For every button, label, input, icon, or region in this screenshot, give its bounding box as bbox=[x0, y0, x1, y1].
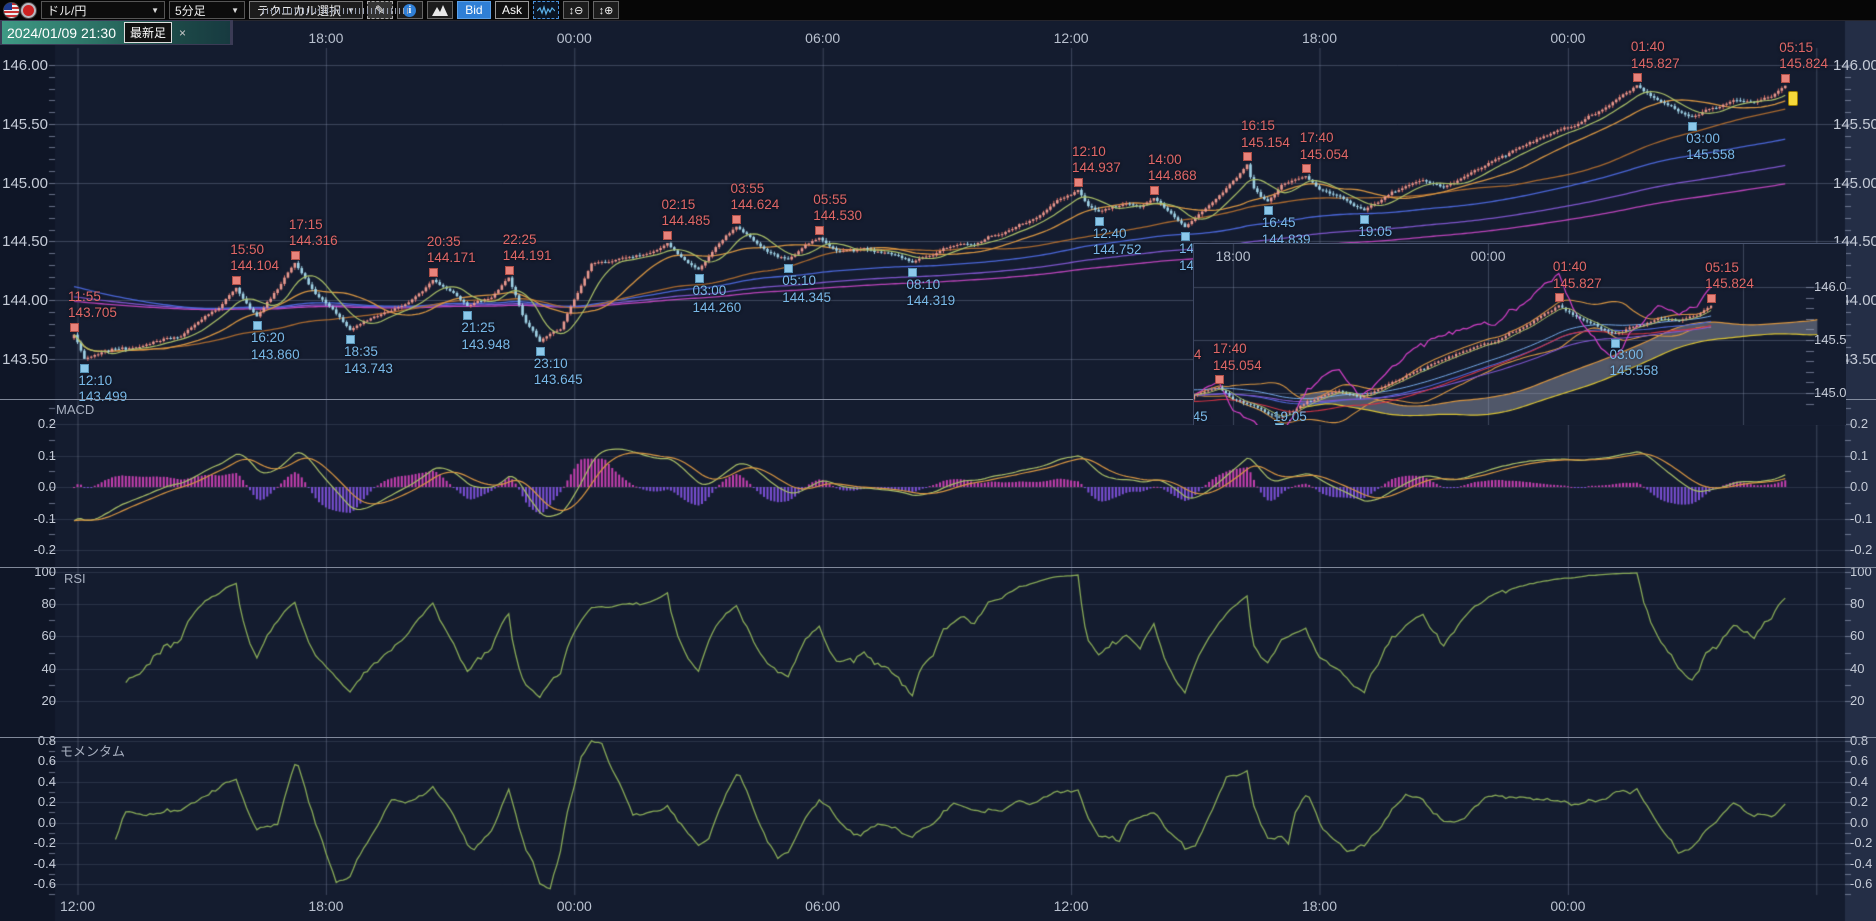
zoom-out-button[interactable]: ↕⊖ bbox=[562, 1, 589, 19]
tab-bar: 2024/01/09 21:30 最新足 × bbox=[0, 20, 233, 45]
mountain-icon bbox=[431, 4, 448, 16]
panel-separator bbox=[0, 567, 1876, 568]
currency-pair-label: ドル/円 bbox=[47, 3, 87, 18]
chart-scrollbar[interactable] bbox=[263, 8, 411, 14]
tab-close-icon[interactable]: × bbox=[179, 25, 187, 40]
timeframe-label: 5分足 bbox=[175, 3, 206, 18]
waveform-icon bbox=[536, 4, 555, 16]
toolbar: ドル/円 ▼ 5分足 ▼ テクニカル選択 ▼ ✎ i Bid Ask ↕⊖ bbox=[0, 0, 1876, 21]
chart-style-button[interactable] bbox=[426, 1, 453, 19]
latest-bar-button[interactable]: 最新足 bbox=[124, 22, 173, 43]
tick-chart-button[interactable] bbox=[532, 1, 559, 19]
timeframe-select[interactable]: 5分足 ▼ bbox=[169, 1, 245, 19]
us-flag-icon bbox=[3, 1, 20, 19]
tab-datetime: 2024/01/09 21:30 bbox=[7, 24, 116, 41]
inset-chart-canvas bbox=[1194, 244, 1846, 425]
jp-flag-icon bbox=[20, 1, 37, 19]
currency-pair-select[interactable]: ドル/円 ▼ bbox=[41, 1, 165, 19]
chevron-down-icon: ▼ bbox=[231, 5, 239, 15]
panel-separator bbox=[0, 399, 1876, 400]
panel-separator bbox=[0, 737, 1876, 738]
zoom-in-button[interactable]: ↕⊕ bbox=[592, 1, 619, 19]
zoom-in-icon: ↕⊕ bbox=[598, 4, 614, 17]
zoom-out-icon: ↕⊖ bbox=[568, 4, 584, 17]
inset-chart[interactable]: 18:0000:00146.0145.5145.016:15145.15416:… bbox=[1193, 243, 1846, 425]
bid-button[interactable]: Bid bbox=[456, 1, 491, 19]
ask-button[interactable]: Ask bbox=[494, 1, 529, 19]
chevron-down-icon: ▼ bbox=[151, 5, 159, 15]
chart-tab[interactable]: 2024/01/09 21:30 最新足 × bbox=[2, 21, 230, 44]
